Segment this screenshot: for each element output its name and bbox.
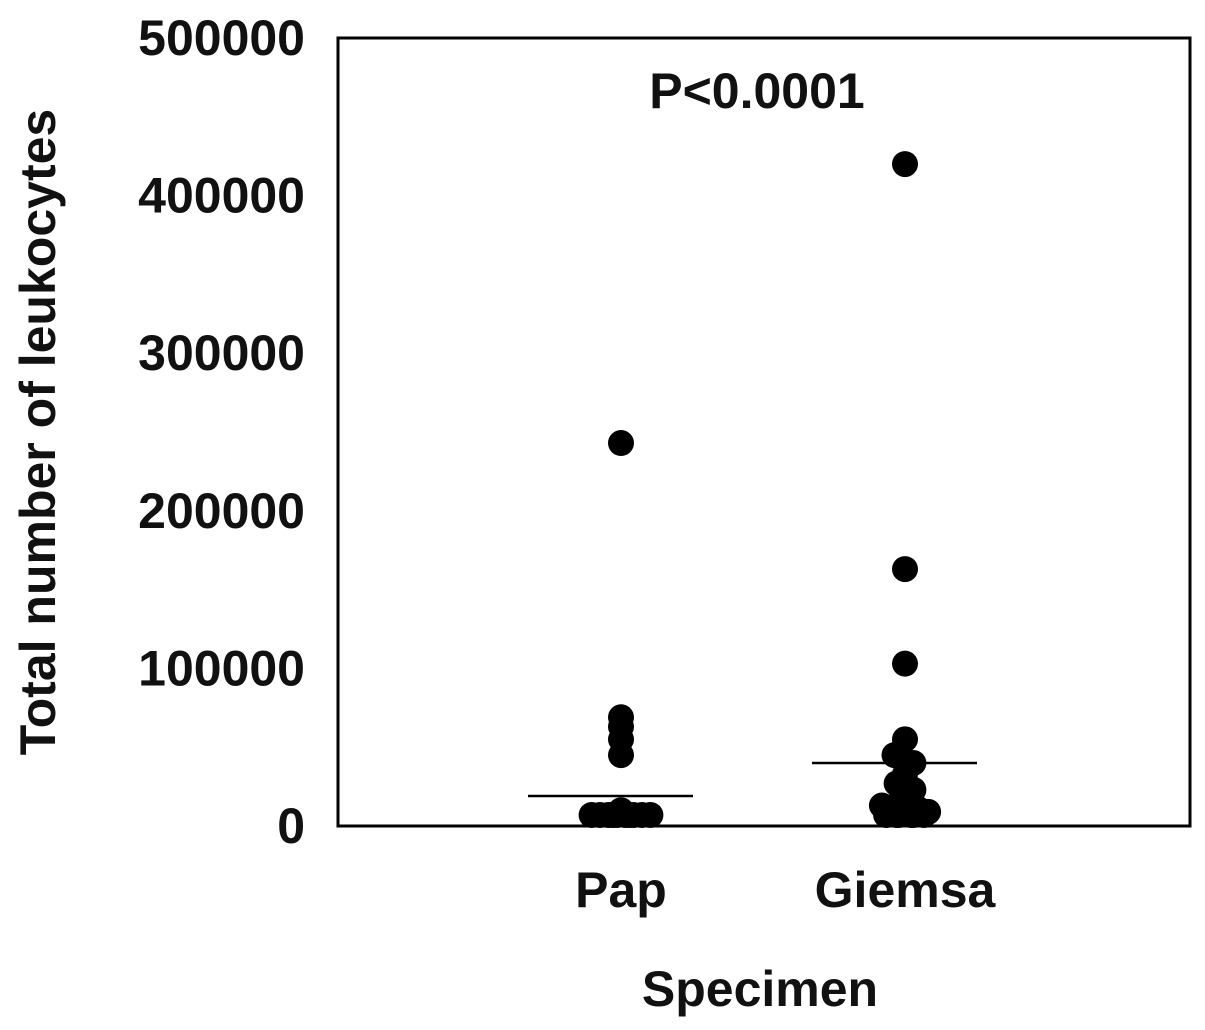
y-tick-label: 0 xyxy=(277,798,305,854)
y-tick-label: 200000 xyxy=(138,483,305,539)
y-tick-label: 300000 xyxy=(138,325,305,381)
y-tick-label: 500000 xyxy=(138,10,305,66)
data-point xyxy=(608,430,634,457)
mean-lines xyxy=(528,761,977,798)
data-point xyxy=(616,802,643,828)
x-axis-title: Specimen xyxy=(642,961,878,1017)
y-tick-label: 100000 xyxy=(138,640,305,696)
x-category-label: Pap xyxy=(575,862,667,918)
x-category-label: Giemsa xyxy=(815,862,997,918)
data-point xyxy=(637,802,664,828)
y-axis-title: Total number of leukocytes xyxy=(10,109,66,755)
data-point xyxy=(900,802,927,828)
data-points xyxy=(578,151,942,828)
y-tick-label: 400000 xyxy=(138,168,305,224)
plot-frame xyxy=(336,36,1192,828)
x-axis-categories: Pap Giemsa xyxy=(575,862,996,918)
data-point xyxy=(892,556,918,583)
p-value-annotation: P<0.0001 xyxy=(649,63,864,119)
data-point xyxy=(608,742,634,769)
data-point xyxy=(892,650,918,677)
data-point xyxy=(892,151,918,178)
y-axis-ticks: 0 100000 200000 300000 400000 500000 xyxy=(138,10,305,854)
